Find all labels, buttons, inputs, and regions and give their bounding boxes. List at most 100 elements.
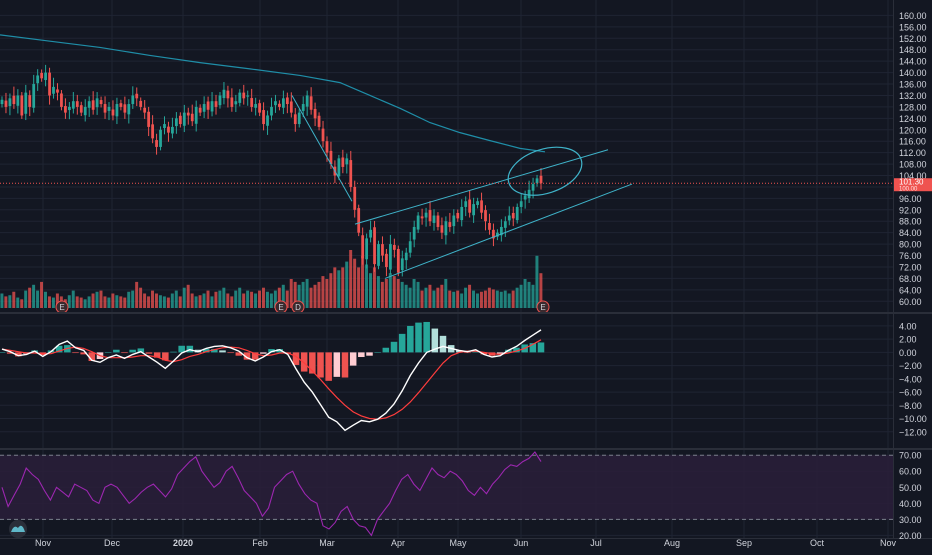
- volume-bar: [527, 281, 531, 308]
- volume-bar: [234, 290, 238, 308]
- volume-bar: [476, 293, 479, 308]
- candle-body: [440, 225, 444, 233]
- candle-body: [238, 92, 242, 103]
- time-axis-label: Dec: [104, 538, 121, 548]
- event-marker: E: [274, 300, 288, 314]
- candle-body: [377, 244, 380, 266]
- rsi-axis-label: 20.00: [899, 531, 922, 541]
- price-axis-label: 76.00: [899, 251, 922, 261]
- macd-signal-line: [1, 339, 542, 420]
- macd-histogram-bar: [153, 352, 161, 358]
- volume-bar: [174, 290, 178, 308]
- macd-histogram-bar: [15, 352, 22, 357]
- volume-bar: [511, 290, 515, 308]
- volume-bar: [182, 287, 186, 308]
- candle-body: [313, 108, 317, 119]
- price-axis-label: 60.00: [899, 297, 922, 307]
- candle-body: [127, 104, 131, 115]
- macd-histogram-bar: [513, 347, 520, 353]
- volume-bar: [277, 287, 281, 308]
- macd-histogram-bar: [407, 325, 414, 353]
- candle-body: [75, 101, 79, 107]
- macd-histogram-bar: [202, 349, 210, 353]
- trend-line: [291, 95, 353, 202]
- volume-bar: [349, 250, 353, 308]
- price-axis-label: 132.00: [899, 91, 927, 101]
- macd-histogram-bar: [423, 321, 430, 353]
- price-axis-label: 68.00: [899, 274, 922, 284]
- event-marker-label: D: [295, 303, 301, 312]
- volume-bar: [95, 291, 99, 308]
- volume-bar: [523, 279, 527, 308]
- candle-body: [523, 195, 527, 200]
- rsi-axis-label: 70.00: [899, 451, 922, 461]
- volume-bar: [8, 295, 12, 308]
- candle-body: [60, 93, 63, 107]
- volume-bar: [269, 293, 273, 308]
- candle-body: [167, 126, 170, 133]
- candle-body: [159, 129, 162, 147]
- macd-histogram-bar: [325, 352, 332, 381]
- candle-body: [56, 89, 59, 93]
- candle-body: [337, 158, 341, 177]
- time-axis-label: Feb: [252, 538, 268, 548]
- volume-bar: [293, 281, 297, 308]
- macd-histogram-bar: [276, 349, 283, 353]
- candle-body: [250, 98, 254, 107]
- volume-bar: [420, 290, 424, 308]
- volume-bar: [83, 299, 87, 308]
- candle-body: [452, 215, 456, 227]
- volume-bar: [51, 297, 55, 308]
- rsi-band: [0, 455, 893, 520]
- candle-body: [12, 95, 16, 105]
- macd-histogram-bar: [537, 342, 545, 353]
- candle-body: [139, 100, 143, 107]
- price-axis-label: 156.00: [899, 22, 927, 32]
- candle-body: [99, 100, 103, 105]
- macd-histogram-bar: [382, 347, 390, 353]
- candle-body: [365, 238, 369, 260]
- candle-body: [274, 101, 277, 106]
- volume-bar: [361, 255, 365, 308]
- pane-separators[interactable]: [0, 0, 932, 539]
- volume-bar: [20, 299, 24, 308]
- volume-bar: [357, 267, 361, 308]
- time-axis-label: Aug: [664, 538, 680, 548]
- volume-bar: [198, 295, 202, 308]
- candle-body: [531, 184, 535, 191]
- candle-body: [289, 101, 293, 113]
- macd-histogram-bar: [211, 349, 218, 353]
- candle-body: [20, 95, 24, 116]
- time-axis-label: Mar: [319, 538, 335, 548]
- volume-bar: [456, 290, 460, 308]
- volume-bar: [416, 281, 420, 308]
- volume-bar: [503, 290, 507, 308]
- volume-bar: [265, 291, 269, 308]
- tradingview-logo[interactable]: [9, 520, 27, 538]
- macd-histogram-bar: [398, 333, 406, 353]
- candle-body: [400, 258, 404, 271]
- candle-body: [301, 104, 305, 111]
- volume-bar: [36, 290, 40, 308]
- macd-histogram-bar: [178, 345, 185, 353]
- volume-bar: [242, 293, 246, 308]
- candle-body: [535, 178, 539, 184]
- volume-bar: [151, 290, 154, 308]
- volume-bar: [154, 293, 158, 308]
- candle-body: [345, 158, 349, 165]
- last-price-sub: 100.00: [899, 187, 918, 193]
- volume-bar: [404, 284, 408, 308]
- candle-body: [95, 98, 99, 108]
- candle-body: [285, 97, 289, 105]
- volume-bar: [91, 293, 95, 308]
- macd-histogram-bar: [170, 351, 177, 353]
- volume-bar: [190, 293, 194, 308]
- volume-bar: [147, 296, 151, 308]
- volume-bar: [79, 297, 83, 308]
- trend-line: [384, 183, 633, 279]
- volume-bar: [55, 293, 59, 308]
- time-axis-label: Jun: [514, 538, 529, 548]
- volume-bar: [47, 296, 51, 308]
- volume-bar: [111, 293, 115, 308]
